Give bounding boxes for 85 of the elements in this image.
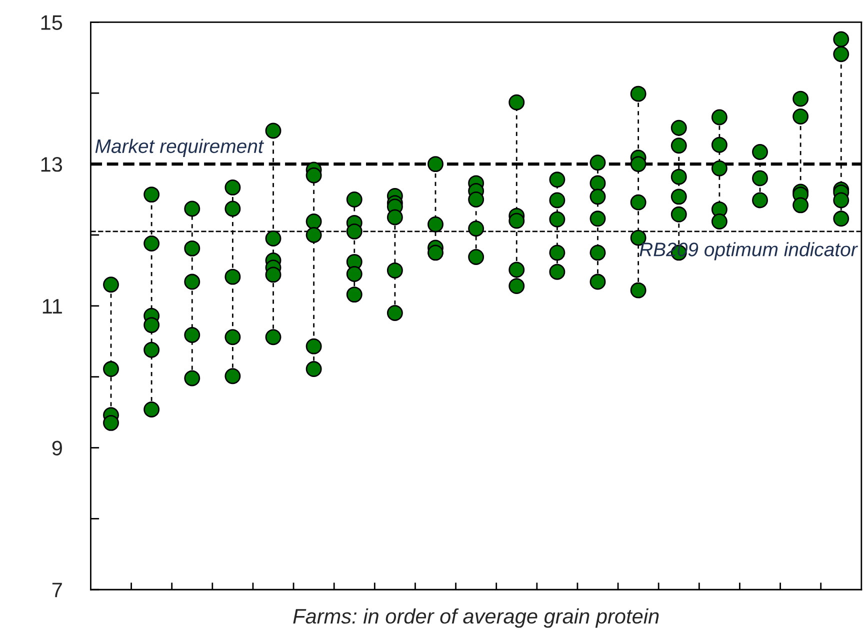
point	[752, 170, 768, 186]
point	[103, 361, 119, 378]
point	[144, 342, 160, 358]
point	[833, 46, 850, 62]
point	[184, 370, 200, 386]
point	[144, 186, 160, 203]
point	[386, 209, 403, 226]
point	[549, 192, 566, 208]
point	[590, 210, 606, 227]
point	[549, 244, 566, 261]
point	[184, 200, 200, 217]
point	[792, 197, 809, 214]
point	[346, 266, 362, 282]
point	[265, 329, 282, 346]
point	[508, 278, 525, 294]
point	[711, 136, 728, 153]
point	[103, 276, 119, 293]
point	[590, 274, 606, 290]
y-tick-label: 11	[42, 299, 62, 314]
point	[306, 361, 322, 378]
point	[670, 168, 687, 185]
point	[224, 329, 241, 346]
point	[752, 144, 768, 160]
point	[670, 138, 687, 154]
point	[386, 305, 403, 321]
point	[590, 188, 606, 205]
point	[184, 240, 200, 256]
point	[792, 108, 809, 125]
point	[630, 282, 646, 298]
point	[792, 90, 809, 107]
point	[306, 338, 322, 354]
y-tick-label: 15	[41, 15, 62, 30]
point	[428, 244, 444, 261]
point	[224, 268, 241, 285]
point	[428, 216, 444, 232]
point	[224, 179, 241, 196]
point	[590, 154, 606, 171]
y-tick-label: 7	[52, 582, 62, 598]
point	[184, 274, 200, 290]
point	[224, 200, 241, 217]
point	[549, 211, 566, 228]
point	[630, 194, 646, 210]
point	[630, 86, 646, 102]
y-tick-label: 9	[52, 440, 62, 456]
point	[508, 94, 525, 110]
point	[265, 266, 282, 283]
point	[184, 327, 200, 343]
point	[144, 236, 160, 252]
point	[386, 262, 403, 278]
point	[306, 167, 322, 184]
point	[103, 414, 119, 431]
point	[508, 262, 525, 278]
point	[549, 264, 566, 280]
point	[346, 286, 362, 303]
point	[549, 172, 566, 188]
point	[346, 223, 362, 240]
point	[144, 317, 160, 334]
point	[711, 109, 728, 126]
point	[711, 160, 728, 176]
point	[265, 230, 282, 246]
point	[670, 188, 687, 205]
point	[265, 122, 282, 139]
point	[508, 212, 525, 229]
point	[833, 192, 850, 208]
point	[346, 192, 362, 208]
point	[833, 31, 850, 48]
point	[752, 192, 768, 208]
point	[833, 210, 850, 227]
point	[590, 244, 606, 261]
y-tick-label: 13	[41, 157, 62, 172]
point	[711, 214, 728, 230]
point	[306, 227, 322, 243]
point	[670, 120, 687, 136]
point	[144, 401, 160, 418]
point	[306, 214, 322, 230]
point	[224, 368, 241, 384]
x-axis-title: Farms: in order of average grain protein	[293, 608, 659, 628]
point	[590, 175, 606, 192]
point	[468, 220, 484, 237]
point	[670, 206, 687, 222]
point	[468, 248, 484, 265]
point	[630, 156, 646, 172]
ref-line-label: Market requirement	[95, 138, 264, 157]
point	[428, 156, 444, 172]
point	[468, 192, 484, 208]
